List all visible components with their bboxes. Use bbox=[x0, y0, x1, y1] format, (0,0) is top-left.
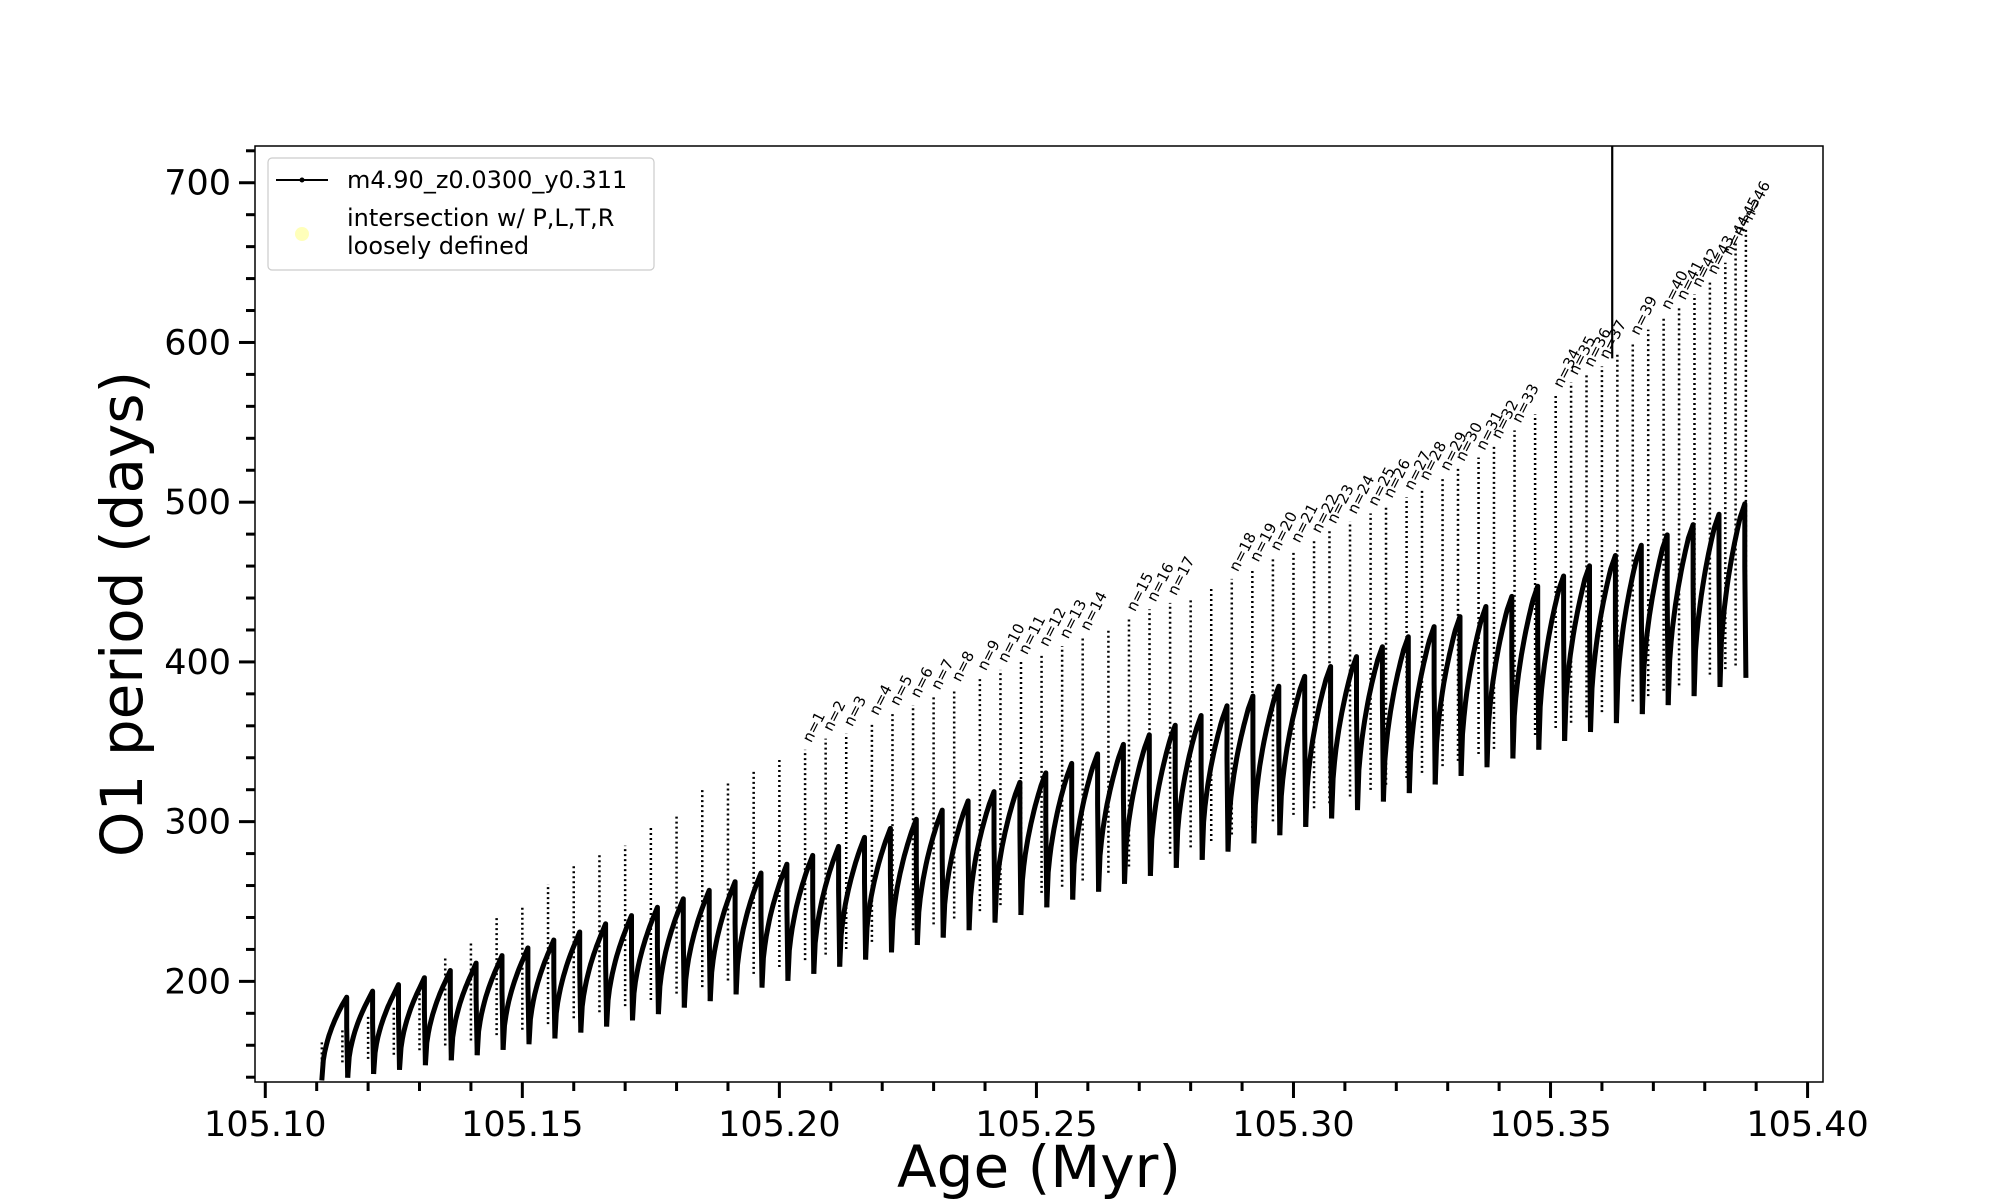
series-loop bbox=[992, 779, 1024, 923]
x-tick-label: 105.30 bbox=[1232, 1105, 1354, 1145]
y-tick-label: 400 bbox=[164, 643, 231, 683]
x-tick-label: 105.20 bbox=[718, 1105, 840, 1145]
series-loop bbox=[1458, 604, 1490, 776]
series-loop bbox=[345, 988, 377, 1078]
x-tick-label: 105.15 bbox=[461, 1105, 583, 1145]
y-axis: 200 300 400 500 600 700 bbox=[164, 149, 255, 1079]
series-loop bbox=[1096, 741, 1127, 892]
y-axis-label: O1 period (days) bbox=[88, 371, 156, 857]
series-loop bbox=[448, 960, 480, 1061]
series-loop bbox=[500, 945, 532, 1050]
series-loop bbox=[1665, 522, 1697, 706]
series-loop bbox=[1588, 553, 1619, 733]
series-loop bbox=[863, 825, 894, 960]
series-loop bbox=[1147, 722, 1179, 876]
legend-label-line: intersection w/ P,L,T,R bbox=[347, 204, 614, 232]
series-loop bbox=[1018, 770, 1050, 916]
series-loop bbox=[552, 929, 584, 1039]
series-loop bbox=[319, 994, 351, 1081]
series-loop bbox=[604, 913, 635, 1027]
series-loop bbox=[1484, 593, 1516, 768]
y-tick-label: 700 bbox=[164, 164, 231, 204]
series-loop bbox=[837, 834, 869, 967]
x-tick-label: 105.40 bbox=[1746, 1105, 1868, 1145]
legend-label-intersection: intersection w/ P,L,T,R loosely defined bbox=[347, 204, 614, 260]
series-loop bbox=[785, 852, 817, 981]
x-axis-label: Age (Myr) bbox=[897, 1133, 1181, 1200]
x-tick-label: 105.35 bbox=[1489, 1105, 1611, 1145]
series-loop bbox=[1070, 751, 1102, 900]
series-loop bbox=[1044, 760, 1076, 908]
y-tick-label: 300 bbox=[164, 803, 231, 843]
x-tick-label: 105.25 bbox=[975, 1105, 1097, 1145]
legend-label-line: loosely defined bbox=[347, 232, 529, 260]
series-loop bbox=[1613, 542, 1645, 724]
x-axis: 105.10 105.15 105.20 105.25 105.30 105.35 105.… bbox=[204, 1082, 1869, 1145]
series-loop bbox=[1199, 703, 1231, 860]
series-loop bbox=[759, 861, 791, 988]
x-tick-label: 105.10 bbox=[204, 1105, 326, 1145]
series-loop bbox=[1251, 683, 1283, 844]
legend-dot-marker bbox=[299, 177, 305, 183]
y-tick-label: 500 bbox=[164, 483, 231, 523]
series-loop bbox=[1380, 634, 1412, 802]
series-loop bbox=[1173, 713, 1205, 868]
series-loop bbox=[655, 896, 687, 1015]
legend-box bbox=[267, 157, 655, 271]
plot-frame bbox=[254, 145, 1824, 1083]
series-loop bbox=[371, 982, 402, 1075]
series-loop bbox=[1536, 573, 1568, 750]
series-loop bbox=[474, 953, 506, 1056]
series-loop bbox=[1277, 673, 1309, 836]
legend-label-series: m4.90_z0.0300_y0.311 bbox=[347, 166, 627, 194]
series-loop bbox=[1303, 664, 1335, 827]
series-loop bbox=[526, 937, 558, 1045]
legend-circle-marker bbox=[295, 227, 309, 241]
series-loop bbox=[1691, 511, 1723, 697]
series-loop bbox=[630, 904, 661, 1021]
series-loop bbox=[707, 879, 739, 1002]
y-tick-label: 200 bbox=[164, 962, 231, 1002]
series-loop bbox=[1432, 614, 1464, 785]
series-loop bbox=[733, 870, 765, 995]
series-loop bbox=[940, 798, 972, 938]
series-loop bbox=[1717, 501, 1749, 688]
y-tick-label: 600 bbox=[164, 323, 231, 363]
series-loop bbox=[1122, 732, 1153, 884]
series-loop bbox=[966, 789, 998, 931]
series-loop bbox=[1406, 624, 1438, 794]
series-loop bbox=[681, 887, 713, 1008]
series-loop bbox=[1329, 654, 1360, 819]
series-loop bbox=[914, 807, 946, 946]
series-loop bbox=[1639, 532, 1671, 715]
legend: m4.90_z0.0300_y0.311 intersection w/ P,L… bbox=[267, 157, 655, 271]
series-loop bbox=[578, 921, 610, 1033]
series-loop bbox=[1510, 583, 1542, 759]
series-loop bbox=[397, 975, 428, 1070]
